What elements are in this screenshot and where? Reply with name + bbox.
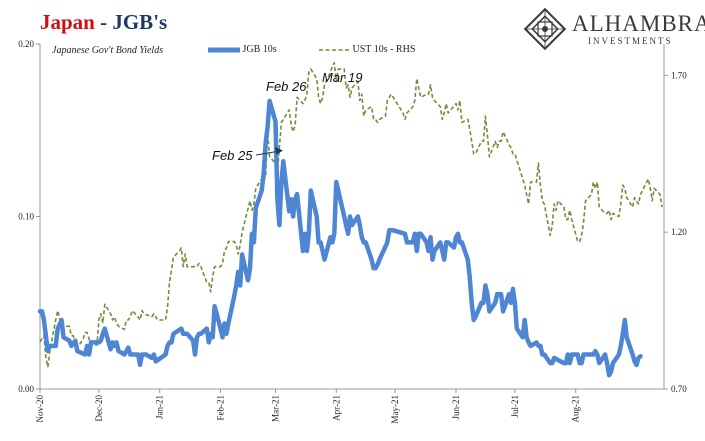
annotation-feb26: Feb 26	[266, 79, 307, 94]
chart-title-rest: - JGB's	[94, 10, 168, 34]
y-left-tick-label: 0.10	[18, 212, 34, 222]
y-left-tick-label: 0.20	[18, 39, 34, 49]
x-tick-label: Jul-21	[510, 395, 520, 418]
legend-swatch-jgb	[206, 47, 242, 53]
y-right-tick-label: 0.70	[671, 384, 687, 394]
annotation-mar19: Mar 19	[322, 70, 363, 85]
x-tick-label: Nov-20	[35, 395, 45, 423]
x-tick-label: Jun-21	[451, 395, 461, 420]
x-tick-label: Aug-21	[571, 395, 581, 423]
x-tick-label: May-21	[390, 395, 400, 424]
logo-name: ALHAMBRA	[572, 11, 705, 36]
alhambra-tile-icon	[524, 8, 566, 50]
logo-sub: INVESTMENTS	[588, 36, 673, 46]
legend-label-jgb: JGB 10s	[242, 44, 277, 55]
legend-item-ust: UST 10s - RHS	[318, 44, 415, 55]
y-right-tick-label: 1.20	[671, 227, 687, 237]
legend-swatch-ust	[319, 48, 349, 51]
x-tick-label: Feb-21	[216, 395, 226, 421]
alhambra-logo: ALHAMBRA INVESTMENTS	[524, 6, 705, 50]
annotation-arrow-head	[275, 147, 283, 155]
x-tick-label: Jan-21	[155, 395, 165, 419]
x-tick-label: Apr-21	[331, 395, 341, 421]
chart-subtitle: Japanese Gov't Bond Yields	[52, 45, 164, 56]
annotation-feb25: Feb 25	[212, 148, 253, 163]
legend-item-jgb: JGB 10s	[206, 44, 277, 55]
y-left-tick-label: 0.00	[18, 384, 34, 394]
x-tick-label: Dec-20	[94, 395, 104, 422]
x-tick-label: Mar-21	[270, 395, 280, 422]
series-line-jgb10s	[37, 98, 643, 378]
series-line-ust10s	[39, 62, 663, 368]
legend-label-ust: UST 10s - RHS	[352, 44, 416, 55]
chart-title-country: Japan	[40, 10, 95, 34]
y-right-tick-label: 1.70	[671, 70, 687, 80]
chart-title: Japan - JGB's	[40, 10, 167, 35]
